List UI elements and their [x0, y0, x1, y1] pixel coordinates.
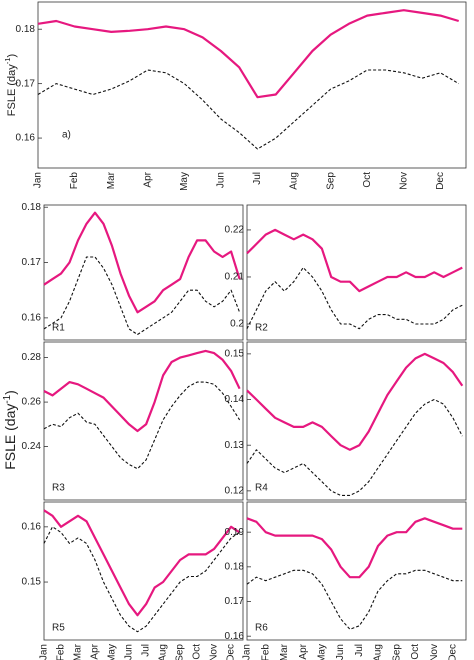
series-line: [246, 352, 464, 451]
plot-frame: [246, 341, 467, 501]
y-tick-label: 0.18: [22, 202, 42, 213]
series-line: [246, 267, 463, 330]
panel-label: R4: [255, 483, 268, 494]
x-tick-label: May: [317, 644, 328, 660]
x-tick-label: Jul: [141, 644, 152, 657]
y-tick-label: 0.28: [22, 352, 42, 363]
plot-frame: [43, 501, 244, 641]
y-axis-label: FSLE (day-1): [2, 390, 18, 470]
x-tick-label: Mar: [73, 643, 84, 660]
series-line: [43, 381, 241, 470]
x-tick-label: Mar: [106, 171, 117, 189]
x-tick-label: Dec: [226, 644, 237, 660]
y-tick-label: 0.26: [22, 397, 42, 408]
x-tick-label: Feb: [260, 644, 271, 660]
series-line: [37, 9, 460, 99]
y-tick-label: 0.13: [225, 440, 245, 451]
y-tick-label: 0.14: [225, 394, 245, 405]
x-tick-label: Jan: [33, 172, 44, 188]
panel-label: R2: [255, 323, 268, 334]
y-tick-label: 0.15: [22, 577, 42, 588]
x-tick-label: Jan: [39, 644, 50, 660]
x-tick-label: Feb: [56, 644, 67, 660]
series-line: [43, 509, 241, 617]
x-tick-label: Nov: [429, 644, 440, 660]
y-tick-label: 0.16: [22, 313, 42, 324]
x-tick-label: Aug: [373, 644, 384, 660]
y-tick-label: 0.17: [16, 78, 36, 89]
panel-label: a): [62, 130, 71, 141]
y-axis-label-sup: -1: [3, 57, 12, 64]
series-line: [43, 526, 240, 633]
y-tick-label: 0.19: [225, 527, 245, 538]
x-tick-label: Jun: [124, 644, 135, 660]
y-tick-label: 0.12: [225, 486, 245, 497]
panel-label: R6: [255, 623, 268, 634]
x-tick-label: Sep: [325, 172, 336, 190]
y-tick-label: 0.16: [22, 521, 42, 532]
x-tick-label: Dec: [435, 172, 446, 190]
series-line: [246, 228, 463, 293]
x-tick-label: Jul: [252, 172, 263, 185]
x-tick-label: Oct: [192, 644, 203, 660]
x-tick-label: Apr: [90, 643, 101, 659]
plot-frame: [43, 341, 244, 501]
x-tick-label: Oct: [410, 644, 421, 660]
x-tick-label: Jun: [335, 644, 346, 660]
y-axis-label-text: FSLE (day: [2, 404, 18, 470]
y-tick-label: 0.21: [225, 272, 245, 283]
y-axis-label: FSLE (day-1): [3, 54, 18, 116]
x-tick-label: Sep: [391, 644, 402, 660]
x-tick-label: Mar: [279, 643, 290, 660]
y-tick-label: 0.15: [225, 349, 245, 360]
series-line: [43, 211, 241, 314]
y-tick-label: 0.24: [22, 441, 42, 452]
panel-label: R1: [52, 323, 65, 334]
y-tick-label: 0.17: [22, 257, 42, 268]
series-line: [37, 69, 459, 150]
y-tick-label: 0.22: [225, 225, 245, 236]
panel-label: R5: [52, 623, 65, 634]
y-axis-label-close: ): [6, 54, 18, 58]
x-tick-label: Aug: [158, 644, 169, 660]
y-tick-label: 0.17: [225, 596, 245, 607]
series-line: [246, 517, 463, 579]
plot-frame: [246, 501, 467, 641]
y-axis-label-close: ): [2, 390, 18, 395]
x-tick-label: May: [179, 172, 190, 191]
series-line: [43, 256, 241, 336]
series-line: [43, 349, 241, 433]
x-tick-label: Jan: [242, 644, 253, 660]
plot-frame: [43, 204, 244, 341]
series-line: [246, 569, 463, 630]
plot-frame: [246, 204, 467, 341]
x-tick-label: Jun: [216, 172, 227, 188]
x-tick-label: May: [107, 644, 118, 660]
x-tick-label: Nov: [398, 172, 409, 190]
x-tick-label: Jul: [354, 644, 365, 657]
x-tick-label: Oct: [362, 172, 373, 188]
y-tick-label: 0.2: [230, 319, 244, 330]
y-tick-label: 0.18: [225, 561, 245, 572]
y-axis-label-text: FSLE (day: [6, 64, 18, 116]
y-tick-label: 0.18: [16, 24, 36, 35]
x-tick-label: Apr: [142, 171, 153, 187]
panel-label: R3: [52, 483, 65, 494]
plot-frame: [37, 1, 467, 169]
x-tick-label: Feb: [69, 172, 80, 190]
y-tick-label: 0.16: [225, 631, 245, 642]
series-line: [246, 398, 463, 496]
x-tick-label: Apr: [298, 643, 309, 659]
x-tick-label: Sep: [175, 644, 186, 660]
y-axis-label-sup: -1: [2, 395, 13, 404]
x-tick-label: Nov: [209, 644, 220, 660]
x-tick-label: Aug: [289, 172, 300, 190]
y-tick-label: 0.16: [16, 133, 36, 144]
x-tick-label: Dec: [448, 644, 459, 660]
